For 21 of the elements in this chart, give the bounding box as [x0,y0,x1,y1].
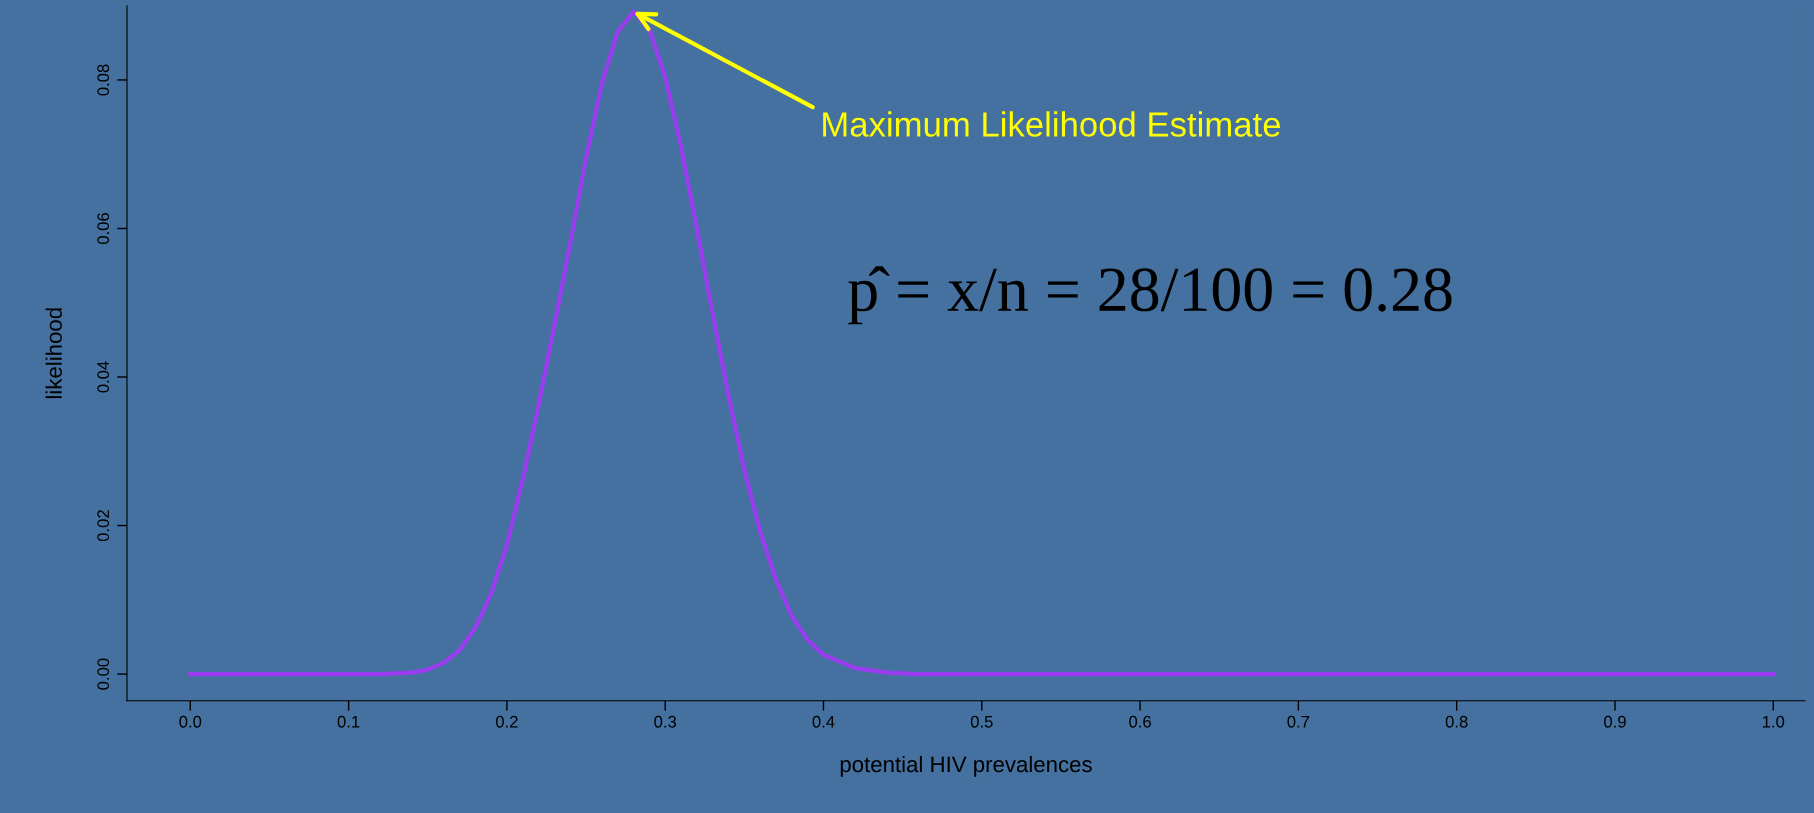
x-tick-label: 0.0 [179,715,202,728]
y-tick-label: 0.08 [97,64,110,96]
y-tick-label: 0.04 [97,361,110,393]
x-tick-label: 0.7 [1287,715,1310,728]
y-tick-label: 0.06 [97,213,110,245]
x-tick-label: 0.4 [812,715,835,728]
x-tick-label: 0.6 [1129,715,1151,728]
y-tick-label: 0.02 [97,510,110,542]
x-tick-label: 0.3 [654,715,677,728]
x-tick-label: 0.1 [337,715,360,728]
x-axis-title: potential HIV prevalences [840,755,1092,777]
x-tick-label: 0.9 [1604,715,1626,728]
annotation: p̂ = x/n = 28/100 = 0.28 [848,266,1452,325]
annotation: Maximum Likelihood Estimate [823,111,1280,137]
y-tick-label: 0.00 [97,658,110,690]
x-tick-label: 1.0 [1762,715,1785,728]
y-axis-title: likelihood [45,308,62,399]
x-tick-label: 0.8 [1445,715,1468,728]
line-series [188,9,1776,677]
x-tick-label: 0.5 [970,715,993,728]
x-tick-label: 0.2 [495,715,518,728]
